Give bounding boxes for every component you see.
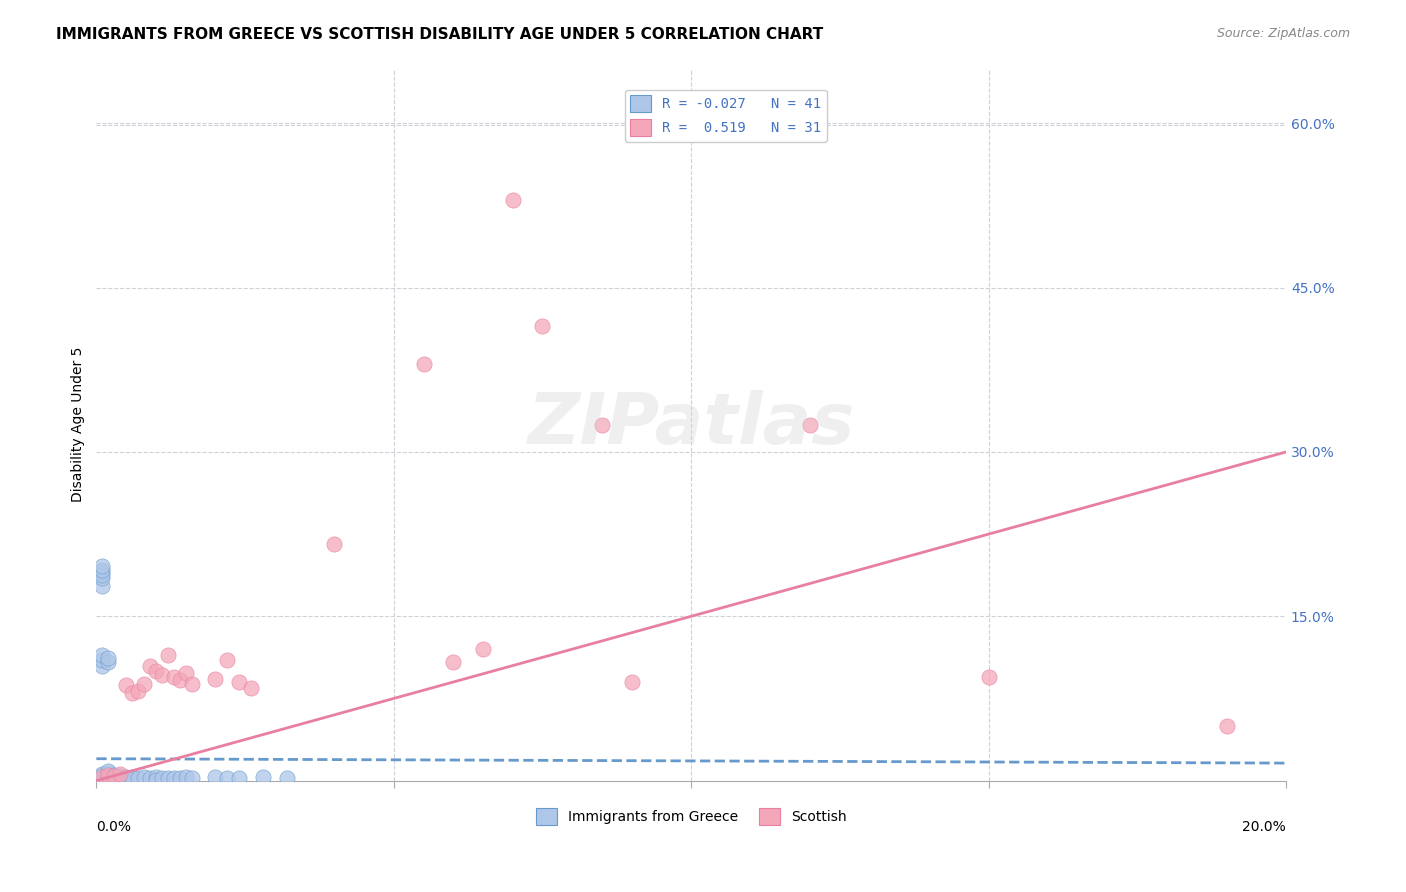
Point xyxy=(252,770,274,784)
Point xyxy=(145,664,167,678)
Point xyxy=(217,772,239,786)
Point xyxy=(156,772,179,786)
Point xyxy=(163,669,186,683)
Point xyxy=(91,567,114,582)
Point xyxy=(91,653,114,667)
Point xyxy=(103,772,125,786)
Point xyxy=(97,766,120,780)
Point xyxy=(91,579,114,593)
Point xyxy=(204,672,226,686)
Point xyxy=(163,772,186,786)
Point xyxy=(91,563,114,577)
Point xyxy=(150,772,173,786)
Point xyxy=(156,648,179,662)
Point xyxy=(180,772,202,786)
Point xyxy=(276,772,298,786)
Point xyxy=(145,772,167,787)
Point xyxy=(97,764,120,778)
Point xyxy=(103,770,125,784)
Point xyxy=(91,767,114,781)
Point xyxy=(472,642,495,657)
Point xyxy=(174,770,197,784)
Point xyxy=(97,768,120,782)
Point xyxy=(441,655,464,669)
Point xyxy=(121,770,143,784)
Point xyxy=(502,193,524,207)
Point xyxy=(228,772,250,786)
Point xyxy=(228,675,250,690)
Point xyxy=(108,772,131,786)
Point xyxy=(240,681,263,695)
Point xyxy=(620,675,643,690)
Point xyxy=(180,677,202,691)
Point xyxy=(217,653,239,667)
Text: Source: ZipAtlas.com: Source: ZipAtlas.com xyxy=(1216,27,1350,40)
Point xyxy=(97,651,120,665)
Point xyxy=(977,669,1000,683)
Point xyxy=(108,769,131,783)
Point xyxy=(531,318,554,333)
Point xyxy=(115,678,138,692)
Point xyxy=(115,770,138,784)
Point xyxy=(204,770,226,784)
Point xyxy=(169,772,191,786)
Point xyxy=(91,648,114,662)
Point xyxy=(591,417,613,432)
Point xyxy=(97,769,120,783)
Point xyxy=(108,767,131,781)
Point xyxy=(91,558,114,573)
Point xyxy=(91,571,114,585)
Point xyxy=(91,658,114,673)
Point xyxy=(103,768,125,782)
Point xyxy=(169,673,191,687)
Text: 0.0%: 0.0% xyxy=(97,820,131,834)
Point xyxy=(323,537,346,551)
Point xyxy=(132,677,155,691)
Point xyxy=(91,770,114,784)
Point xyxy=(91,566,114,580)
Point xyxy=(799,417,821,432)
Point xyxy=(127,772,149,786)
Point xyxy=(1215,719,1237,733)
Point xyxy=(91,770,114,784)
Legend: Immigrants from Greece, Scottish: Immigrants from Greece, Scottish xyxy=(530,803,852,830)
Point xyxy=(103,769,125,783)
Point xyxy=(115,772,138,786)
Point xyxy=(139,772,162,786)
Point xyxy=(91,768,114,782)
Y-axis label: Disability Age Under 5: Disability Age Under 5 xyxy=(72,347,86,502)
Point xyxy=(121,686,143,700)
Point xyxy=(145,770,167,784)
Text: IMMIGRANTS FROM GREECE VS SCOTTISH DISABILITY AGE UNDER 5 CORRELATION CHART: IMMIGRANTS FROM GREECE VS SCOTTISH DISAB… xyxy=(56,27,824,42)
Point xyxy=(132,770,155,784)
Point xyxy=(127,683,149,698)
Point xyxy=(150,668,173,682)
Point xyxy=(412,357,434,371)
Point xyxy=(174,666,197,681)
Point xyxy=(139,658,162,673)
Text: ZIPatlas: ZIPatlas xyxy=(527,390,855,459)
Point xyxy=(97,655,120,669)
Text: 20.0%: 20.0% xyxy=(1243,820,1286,834)
